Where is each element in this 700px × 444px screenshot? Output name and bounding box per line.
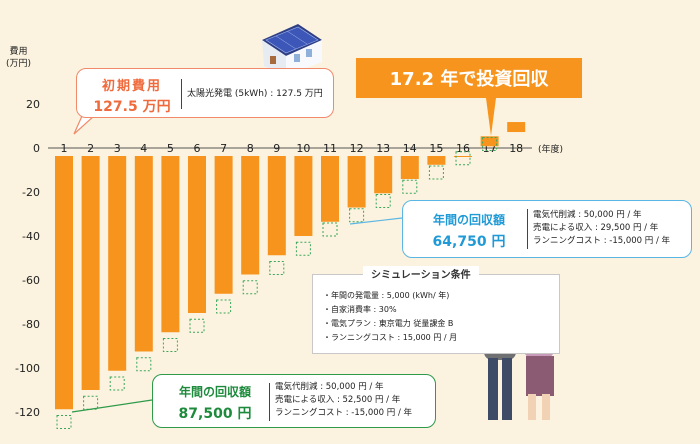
bar <box>507 122 526 133</box>
previous-level-box <box>428 165 444 180</box>
recovery-mid-pointer <box>349 217 403 225</box>
y-axis-title: 費用 <box>9 47 28 57</box>
recovery-early-line: 電気代削減 : 50,000 円 / 年 <box>275 382 384 392</box>
bar <box>267 156 286 256</box>
previous-level-box <box>56 415 72 429</box>
y-tick-label: -40 <box>22 230 40 243</box>
previous-level-box <box>109 376 125 391</box>
bar <box>294 156 313 236</box>
previous-level-box <box>375 194 391 209</box>
divider <box>269 383 270 421</box>
bar <box>108 156 127 371</box>
recovery-early-label: 年間の回収額 <box>178 385 251 399</box>
previous-level-box <box>295 241 311 256</box>
recovery-mid-callout: 年間の回収額 64,750 円 電気代削減 : 50,000 円 / 年 売電に… <box>402 200 692 258</box>
headline-pointer <box>486 98 496 136</box>
bar <box>374 156 393 194</box>
x-tick-label: 9 <box>273 142 280 155</box>
y-axis-unit: (万円) <box>6 59 32 69</box>
x-axis-unit: (年度) <box>538 143 563 155</box>
previous-level-box <box>322 222 338 237</box>
x-tick-label: 2 <box>87 142 94 155</box>
simulation-item: 年間の発電量 : 5,000 (kWh/ 年) <box>323 289 457 303</box>
x-tick-label: 7 <box>220 142 227 155</box>
x-tick-label: 16 <box>456 142 470 155</box>
x-tick-label: 11 <box>323 142 337 155</box>
x-tick-label: 13 <box>376 142 390 155</box>
simulation-item: 自家消費率 : 30% <box>323 303 457 317</box>
previous-level-box <box>216 299 232 314</box>
cost-callout-pointer <box>73 115 96 135</box>
y-axis-label: 費用 (万円) <box>6 46 31 70</box>
recovery-early-line: 売電による収入 : 52,500 円 / 年 <box>275 395 401 405</box>
y-tick-label: -60 <box>22 274 40 287</box>
bar <box>188 156 206 313</box>
x-tick-label: 3 <box>114 142 121 155</box>
previous-level-box <box>482 137 498 152</box>
x-tick-label: 5 <box>167 142 174 155</box>
previous-level-box <box>83 395 99 410</box>
x-tick-label: 8 <box>247 142 254 155</box>
y-tick-label: -120 <box>15 406 40 419</box>
bar <box>81 156 100 390</box>
recovery-early-value: 87,500 円 <box>178 406 252 422</box>
payback-headline: 17.2 年で投資回収 <box>356 58 582 98</box>
y-tick-label: -100 <box>15 362 40 375</box>
bar <box>347 156 366 208</box>
x-tick-label: 4 <box>140 142 147 155</box>
y-tick-label: -20 <box>22 186 40 199</box>
previous-level-box <box>189 318 205 333</box>
bar <box>321 156 339 222</box>
x-tick-label: 14 <box>403 142 417 155</box>
bar <box>214 156 233 294</box>
x-tick-label: 15 <box>429 142 443 155</box>
recovery-mid-line: 売電による収入 : 29,500 円 / 年 <box>533 223 659 233</box>
simulation-item: ランニングコスト : 15,000 円 / 月 <box>323 331 457 345</box>
bar <box>161 156 180 333</box>
solar-house-illustration <box>262 24 322 76</box>
previous-level-box <box>402 179 418 194</box>
y-tick-label: 20 <box>26 98 40 111</box>
y-tick-label: -80 <box>22 318 40 331</box>
simulation-title: シミュレーション条件 <box>363 266 479 281</box>
bar <box>55 156 73 410</box>
recovery-early-line: ランニングコスト : -15,000 円 / 年 <box>275 408 413 418</box>
x-tick-label: 12 <box>350 142 364 155</box>
previous-level-box <box>349 208 365 223</box>
previous-level-box <box>136 357 152 372</box>
initial-cost-value: 127.5 万円 <box>93 99 171 115</box>
bar <box>134 156 153 352</box>
previous-level-box <box>242 280 258 295</box>
bar <box>454 156 472 157</box>
bar <box>241 156 260 275</box>
bar <box>427 156 446 165</box>
initial-cost-callout: 初期費用 127.5 万円 太陽光発電 (5kWh) : 127.5 万円 <box>76 68 334 118</box>
previous-level-box <box>162 338 178 352</box>
bar <box>480 136 499 147</box>
divider <box>527 209 528 249</box>
x-tick-label: 18 <box>509 142 523 155</box>
y-tick-label: 0 <box>33 142 40 155</box>
x-tick-label: 10 <box>296 142 310 155</box>
recovery-mid-line: 電気代削減 : 50,000 円 / 年 <box>533 210 642 220</box>
recovery-mid-value: 64,750 円 <box>432 234 506 250</box>
initial-cost-note: 太陽光発電 (5kWh) : 127.5 万円 <box>187 89 323 99</box>
recovery-early-pointer <box>71 399 153 413</box>
simulation-item: 電気プラン : 東京電力 従量課金 B <box>323 317 457 331</box>
x-tick-label: 6 <box>194 142 201 155</box>
initial-cost-label: 初期費用 <box>101 79 162 94</box>
previous-level-box <box>269 261 285 275</box>
recovery-mid-label: 年間の回収額 <box>432 213 505 227</box>
bar <box>400 156 419 180</box>
simulation-conditions: シミュレーション条件 年間の発電量 : 5,000 (kWh/ 年) 自家消費率… <box>312 266 560 354</box>
recovery-mid-line: ランニングコスト : -15,000 円 / 年 <box>533 236 671 246</box>
previous-level-box <box>455 151 471 166</box>
divider <box>181 79 182 109</box>
x-tick-label: 1 <box>61 142 68 155</box>
recovery-early-callout: 年間の回収額 87,500 円 電気代削減 : 50,000 円 / 年 売電に… <box>152 374 436 428</box>
